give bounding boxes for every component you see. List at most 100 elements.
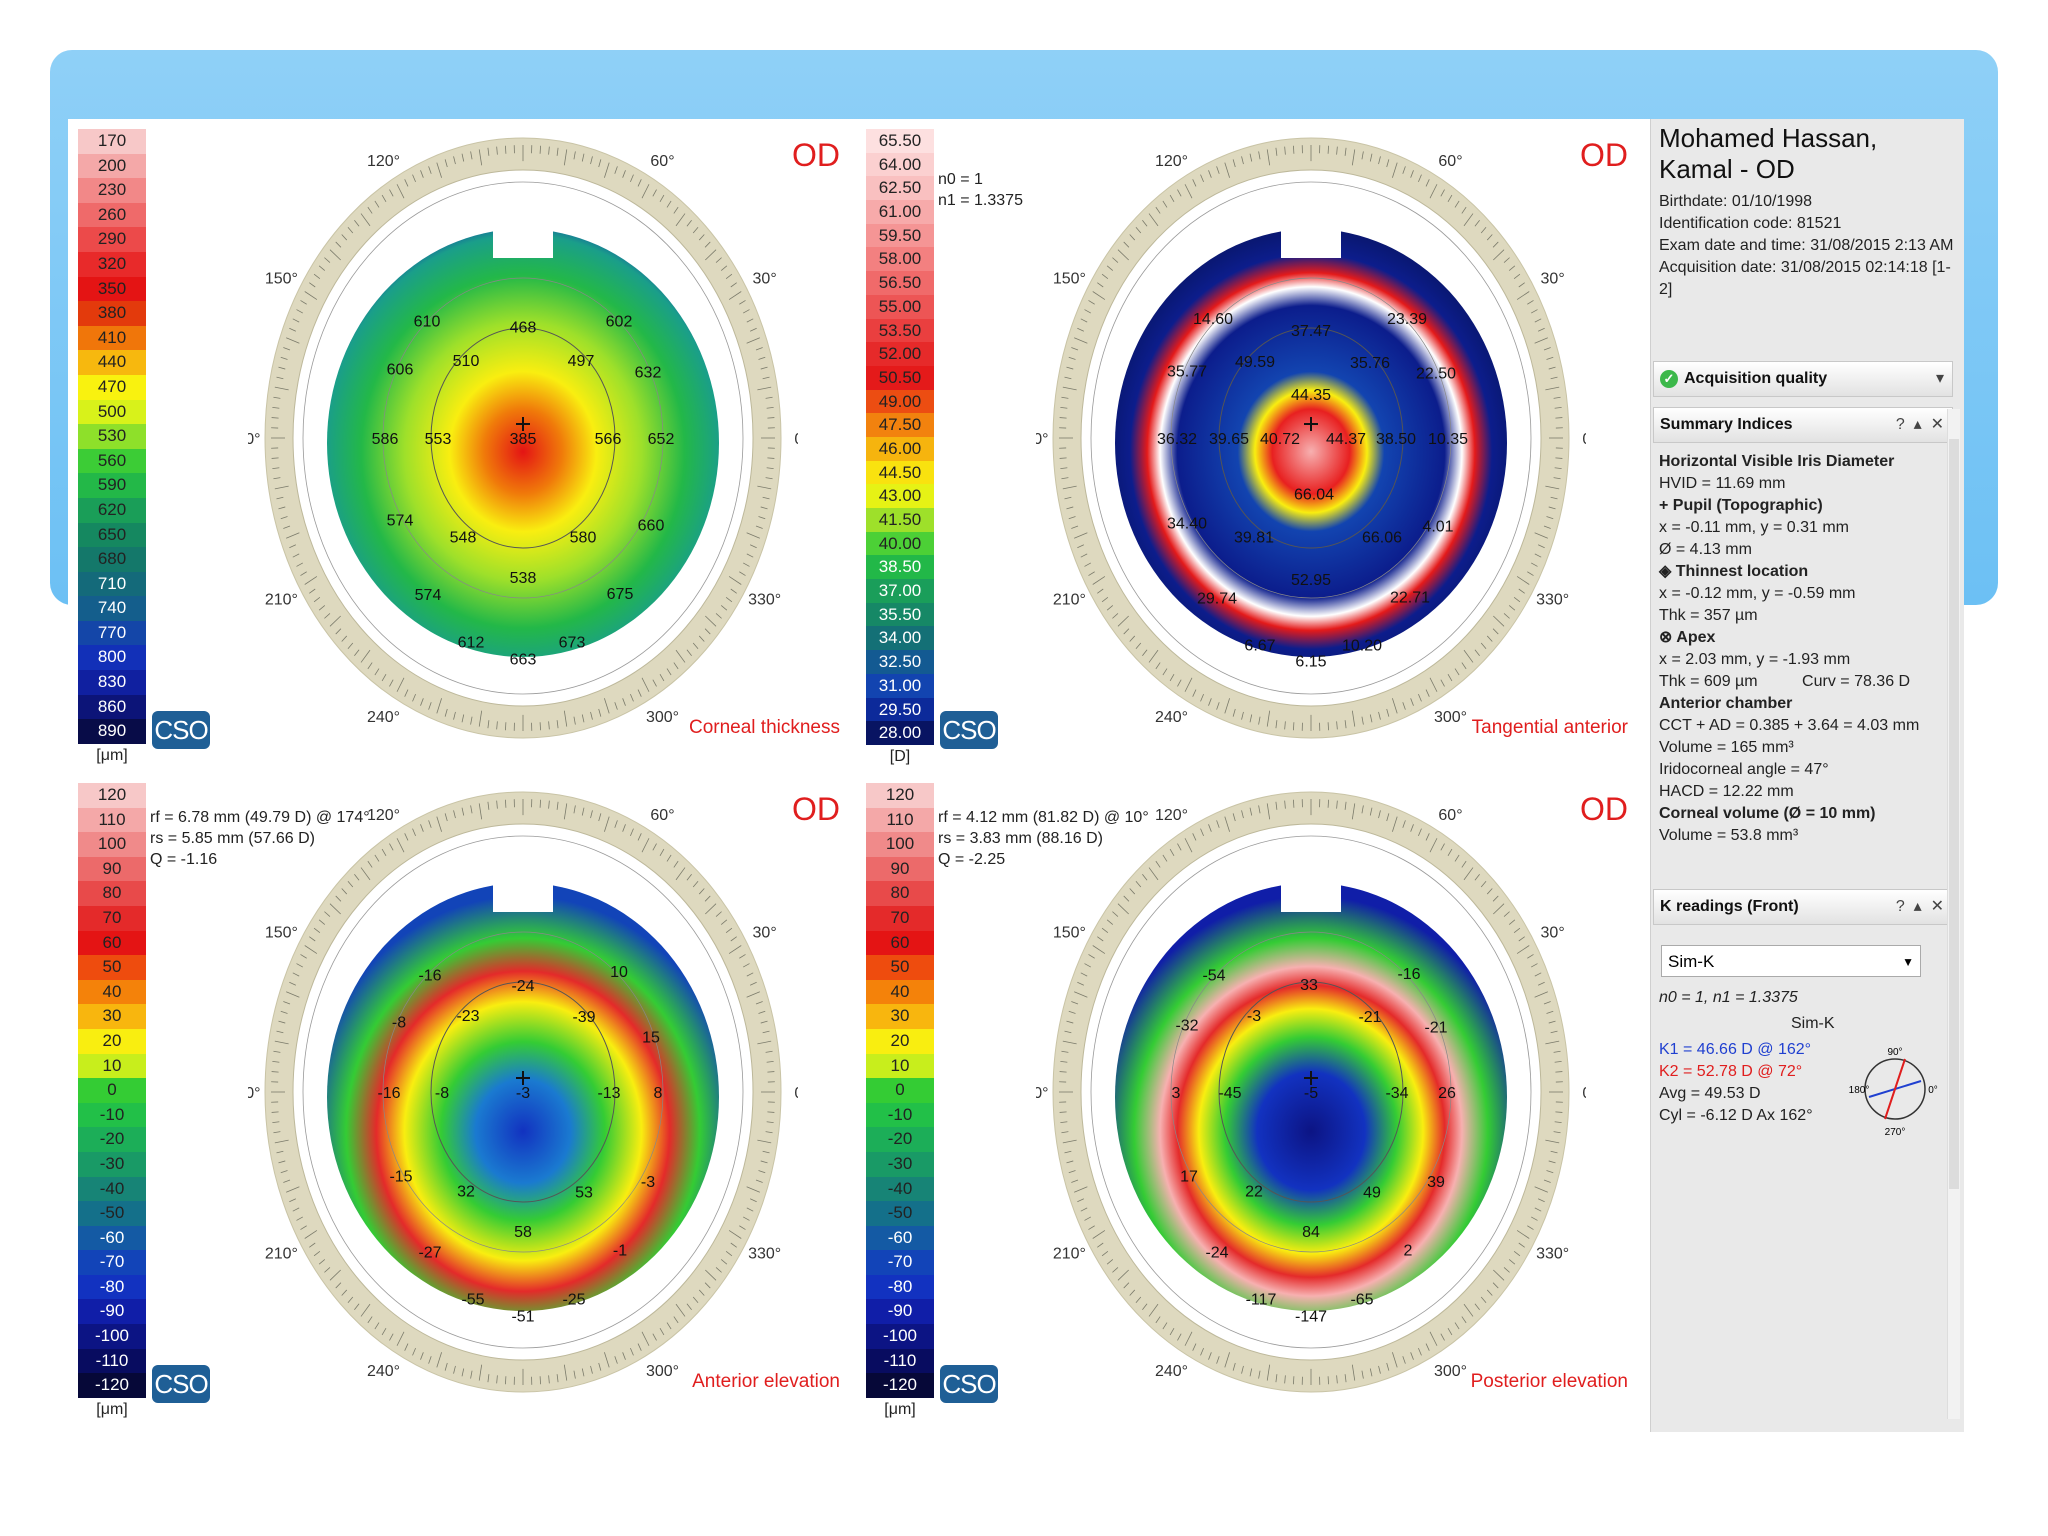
patient-name: Mohamed Hassan, Kamal - OD bbox=[1659, 123, 1878, 184]
ring-degree-label: 300° bbox=[1434, 709, 1467, 726]
scale-step: -10 bbox=[78, 1102, 146, 1128]
map-value-label: 39.65 bbox=[1209, 431, 1249, 448]
map-value-label: -16 bbox=[418, 967, 441, 984]
ring-degree-label: 270° bbox=[1294, 1406, 1327, 1407]
summary-indices-header[interactable]: Summary Indices ? ▴ ✕ bbox=[1653, 407, 1953, 443]
scale-step: -100 bbox=[866, 1324, 934, 1349]
scale-step: -110 bbox=[866, 1348, 934, 1374]
scale-step: 800 bbox=[78, 645, 146, 671]
ring-degree-label: 60° bbox=[650, 153, 674, 170]
map-title[interactable]: Tangential anterior bbox=[1471, 717, 1628, 738]
map-value-label: 23.39 bbox=[1387, 311, 1427, 328]
corneal-map[interactable]: 90°60°30°0°330°300°270°240°210°180°150°1… bbox=[1036, 133, 1586, 753]
map-value-label: 39 bbox=[1427, 1174, 1445, 1191]
map-value-label: -147 bbox=[1295, 1309, 1327, 1326]
map-value-label: 497 bbox=[568, 353, 595, 370]
scale-step: 28.00 bbox=[866, 721, 934, 745]
map-title[interactable]: Posterior elevation bbox=[1470, 1371, 1628, 1392]
k-readings-select[interactable]: Sim-K ▼ bbox=[1661, 945, 1921, 977]
eyelid-shadow-gap bbox=[493, 218, 553, 258]
scale-step: 530 bbox=[78, 424, 146, 449]
dial-label: 180° bbox=[1849, 1085, 1870, 1096]
scale-step: 34.00 bbox=[866, 626, 934, 651]
map-value-label: 548 bbox=[450, 529, 477, 546]
curvature-color-scale: 65.50 64.00 62.50 61.00 59.50 58.00 56.50 55.00… bbox=[866, 129, 934, 766]
panel-tools[interactable]: ? ▴ ✕ bbox=[1895, 898, 1944, 915]
corneal-map[interactable]: 90°60°30°0°330°300°270°240°210°180°150°1… bbox=[248, 787, 798, 1407]
ring-degree-label: 180° bbox=[1036, 1085, 1049, 1102]
scale-step: 650 bbox=[78, 522, 146, 548]
scale-step: 80 bbox=[78, 881, 146, 906]
map-value-label: -117 bbox=[1246, 1292, 1277, 1309]
cso-logo: CSO bbox=[940, 1365, 998, 1403]
scale-step: 260 bbox=[78, 202, 146, 228]
map-title[interactable]: Anterior elevation bbox=[692, 1371, 840, 1392]
topography-colormap bbox=[327, 883, 719, 1311]
ring-degree-label: 210° bbox=[265, 1246, 298, 1263]
ring-degree-label: 60° bbox=[1438, 153, 1462, 170]
map-value-label: -24 bbox=[1205, 1244, 1228, 1261]
map-value-label: 35.77 bbox=[1167, 364, 1207, 381]
scale-step: -80 bbox=[866, 1274, 934, 1300]
map-value-label: -8 bbox=[392, 1014, 406, 1031]
map-value-label: -8 bbox=[435, 1085, 449, 1102]
map-value-label: 660 bbox=[638, 518, 665, 535]
ring-degree-label: 210° bbox=[1053, 592, 1086, 609]
map-value-label: 26 bbox=[1438, 1085, 1456, 1102]
scale-unit: [μm] bbox=[96, 1400, 128, 1418]
scale-step: 43.00 bbox=[866, 484, 934, 508]
scale-unit: [μm] bbox=[884, 1400, 916, 1418]
eye-od-label: OD bbox=[792, 791, 840, 827]
panel-tools[interactable]: ? ▴ ✕ bbox=[1895, 416, 1944, 433]
scale-step: 41.50 bbox=[866, 508, 934, 532]
scale-step: 890 bbox=[78, 719, 146, 744]
map-value-label: 38.50 bbox=[1376, 431, 1416, 448]
scale-step: 20 bbox=[866, 1028, 934, 1054]
scale-step: 0 bbox=[78, 1078, 146, 1103]
scale-step: 830 bbox=[78, 670, 146, 695]
k-readings-header[interactable]: K readings (Front) ? ▴ ✕ bbox=[1653, 889, 1953, 925]
corneal-map[interactable]: 90°60°30°0°330°300°270°240°210°180°150°1… bbox=[1036, 787, 1586, 1407]
scrollbar-thumb[interactable] bbox=[1949, 439, 1959, 1189]
map-value-label: 10.20 bbox=[1342, 638, 1382, 655]
thickness-color-scale: 170 200 230 260 290 320 350 380 410 440 470 500 530 5… bbox=[78, 129, 146, 765]
map-value-label: -51 bbox=[511, 1309, 534, 1326]
ring-degree-label: 150° bbox=[265, 271, 298, 288]
topography-app: 170 200 230 260 290 320 350 380 410 440 470 500 530 5… bbox=[68, 119, 1964, 1432]
map-value-label: -24 bbox=[511, 978, 534, 995]
map-value-label: 15 bbox=[642, 1029, 660, 1046]
acquisition-quality-bar[interactable]: ✓ Acquisition quality ▾ bbox=[1653, 361, 1953, 397]
map-value-label: -39 bbox=[572, 1009, 595, 1026]
map-value-label: 566 bbox=[595, 431, 622, 448]
ring-degree-label: 150° bbox=[1053, 271, 1086, 288]
scale-step: 80 bbox=[866, 881, 934, 906]
dropdown-arrow-icon[interactable]: ▾ bbox=[1935, 370, 1944, 387]
scale-step: 38.50 bbox=[866, 555, 934, 580]
scale-step: 440 bbox=[78, 350, 146, 375]
ring-degree-label: 240° bbox=[1155, 709, 1188, 726]
scale-step: 380 bbox=[78, 301, 146, 326]
ring-degree-label: 120° bbox=[367, 807, 400, 824]
scale-step: 35.50 bbox=[866, 602, 934, 627]
ring-degree-label: 270° bbox=[1294, 752, 1327, 753]
ring-degree-label: 180° bbox=[248, 431, 261, 448]
panel-scrollbar[interactable] bbox=[1947, 409, 1960, 1419]
scale-step: 20 bbox=[78, 1028, 146, 1054]
scale-step: -70 bbox=[866, 1250, 934, 1275]
scale-step: 110 bbox=[78, 807, 146, 833]
scale-step: 10 bbox=[866, 1053, 934, 1079]
map-title[interactable]: Corneal thickness bbox=[688, 717, 840, 738]
map-value-label: 510 bbox=[453, 353, 480, 370]
best-fit-sphere-params: rf = 6.78 mm (49.79 D) @ 174° rs = 5.85 … bbox=[150, 809, 370, 868]
scale-step: 860 bbox=[78, 694, 146, 720]
scale-step: 46.00 bbox=[866, 436, 934, 461]
map-value-label: 2 bbox=[1404, 1242, 1413, 1259]
corneal-map[interactable]: 90°60°30°0°330°300°270°240°210°180°150°1… bbox=[248, 133, 798, 753]
scale-step: 710 bbox=[78, 571, 146, 597]
map-value-label: 602 bbox=[606, 313, 633, 330]
map-value-label: -54 bbox=[1202, 967, 1225, 984]
scale-step: 470 bbox=[78, 374, 146, 400]
scale-step: 90 bbox=[78, 856, 146, 882]
scale-step: -20 bbox=[866, 1127, 934, 1152]
chevron-down-icon: ▼ bbox=[1902, 955, 1914, 969]
